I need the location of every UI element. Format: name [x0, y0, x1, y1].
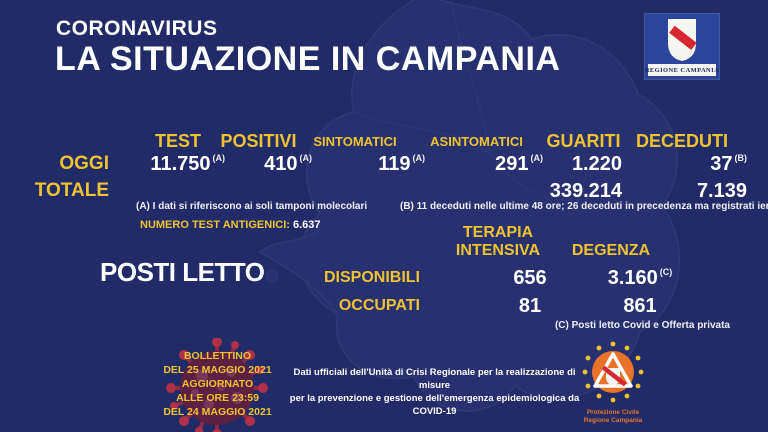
poster-supertitle: CORONAVIRUS: [56, 17, 218, 40]
beds-row-label-occupati: OCCUPATI: [338, 297, 420, 314]
protezione-civile-label: Protezione Civile Regione Campania: [583, 409, 643, 424]
bulletin-line: DEL 25 MAGGIO 2021: [163, 364, 272, 376]
value-deceduti-today: 37 (B): [710, 152, 748, 175]
column-header-guariti: GUARITI: [546, 131, 621, 151]
campania-shield-icon: [662, 17, 702, 63]
stats-row-today: OGGI 11.750 (A) 410 (A) 119 (A) 291 (A) 1.22…: [28, 150, 760, 177]
beds-row-label-disponibili: DISPONIBILI: [323, 269, 420, 286]
value-deceduti-total: 7.139: [696, 179, 747, 202]
note-marker: (C): [659, 267, 673, 277]
footnote-b: (B) 11 deceduti nelle ultime 48 ore; 26 …: [400, 201, 768, 212]
column-header-sintomatici: SINTOMATICI: [313, 134, 397, 149]
ward-header: DEGENZA: [571, 242, 651, 259]
bulletin-line: BOLLETTINO: [183, 350, 252, 362]
row-label-totale: TOTALE: [34, 180, 109, 201]
bulletin-line: ALLE ORE 23:59: [176, 392, 259, 404]
coronavirus-icon: [166, 338, 268, 432]
intensive-care-header: TERAPIA INTENSIVA: [455, 224, 541, 259]
value-ward-available: 3.160 (C): [607, 267, 673, 289]
column-header-deceduti: DECEDUTI: [635, 131, 728, 151]
protezione-civile-logo: Protezione Civile Regione Campania: [572, 341, 654, 425]
protezione-civile-emblem-icon: [582, 341, 644, 403]
note-marker: (A): [212, 152, 226, 163]
regione-campania-label-strip: REGIONE CAMPANIA: [644, 64, 720, 76]
column-header-test: TEST: [154, 131, 201, 151]
antigen-test-label: NUMERO TEST ANTIGENICI:: [140, 219, 290, 231]
stats-header-row: TEST POSITIVI SINTOMATICI ASINTOMATICI G…: [28, 122, 760, 150]
value-test-today: 11.750 (A): [150, 152, 226, 175]
column-header-positivi: POSITIVI: [220, 131, 297, 151]
bulletin-date-block: BOLLETTINO DEL 25 MAGGIO 2021 AGGIORNATO…: [140, 349, 295, 419]
value-guariti-today: 1.220: [571, 152, 622, 175]
stats-row-total: TOTALE 339.214 7.139: [28, 177, 760, 204]
bulletin-line: AGGIORNATO: [181, 378, 254, 390]
note-marker: (B): [734, 152, 748, 163]
footnote-a: (A) I dati si riferiscono ai soli tampon…: [136, 201, 368, 212]
beds-section-title: POSTI LETTO: [100, 257, 265, 287]
value-ward-occupied: 861: [623, 295, 657, 317]
covid-stats-table: TEST POSITIVI SINTOMATICI ASINTOMATICI G…: [28, 122, 760, 204]
note-marker: (A): [530, 152, 544, 163]
regione-campania-label: REGIONE CAMPANIA: [644, 66, 720, 74]
poster-title: LA SITUAZIONE IN CAMPANIA: [55, 40, 561, 78]
campania-map-background: [258, 0, 681, 413]
footnote-c: (C) Posti letto Covid e Offerta privata: [554, 320, 730, 331]
antigen-test-line: NUMERO TEST ANTIGENICI: 6.637: [140, 219, 321, 231]
value-intensive-available: 656: [513, 267, 547, 289]
value-intensive-occupied: 81: [518, 295, 542, 317]
note-marker: (A): [412, 152, 426, 163]
value-guariti-total: 339.214: [549, 179, 622, 202]
row-label-oggi: OGGI: [59, 153, 109, 174]
value-positivi-today: 410 (A): [264, 152, 313, 175]
bulletin-line: DEL 24 MAGGIO 2021: [163, 406, 272, 418]
value-sintomatici-today: 119 (A): [378, 152, 426, 175]
antigen-test-value: 6.637: [293, 219, 321, 231]
column-header-asintomatici: ASINTOMATICI: [430, 134, 523, 149]
note-marker: (A): [299, 152, 313, 163]
regione-campania-logo: REGIONE CAMPANIA: [644, 13, 720, 80]
official-data-disclaimer: Dati ufficiali dell'Unità di Crisi Regio…: [289, 367, 580, 417]
value-asintomatici-today: 291 (A): [495, 152, 544, 175]
